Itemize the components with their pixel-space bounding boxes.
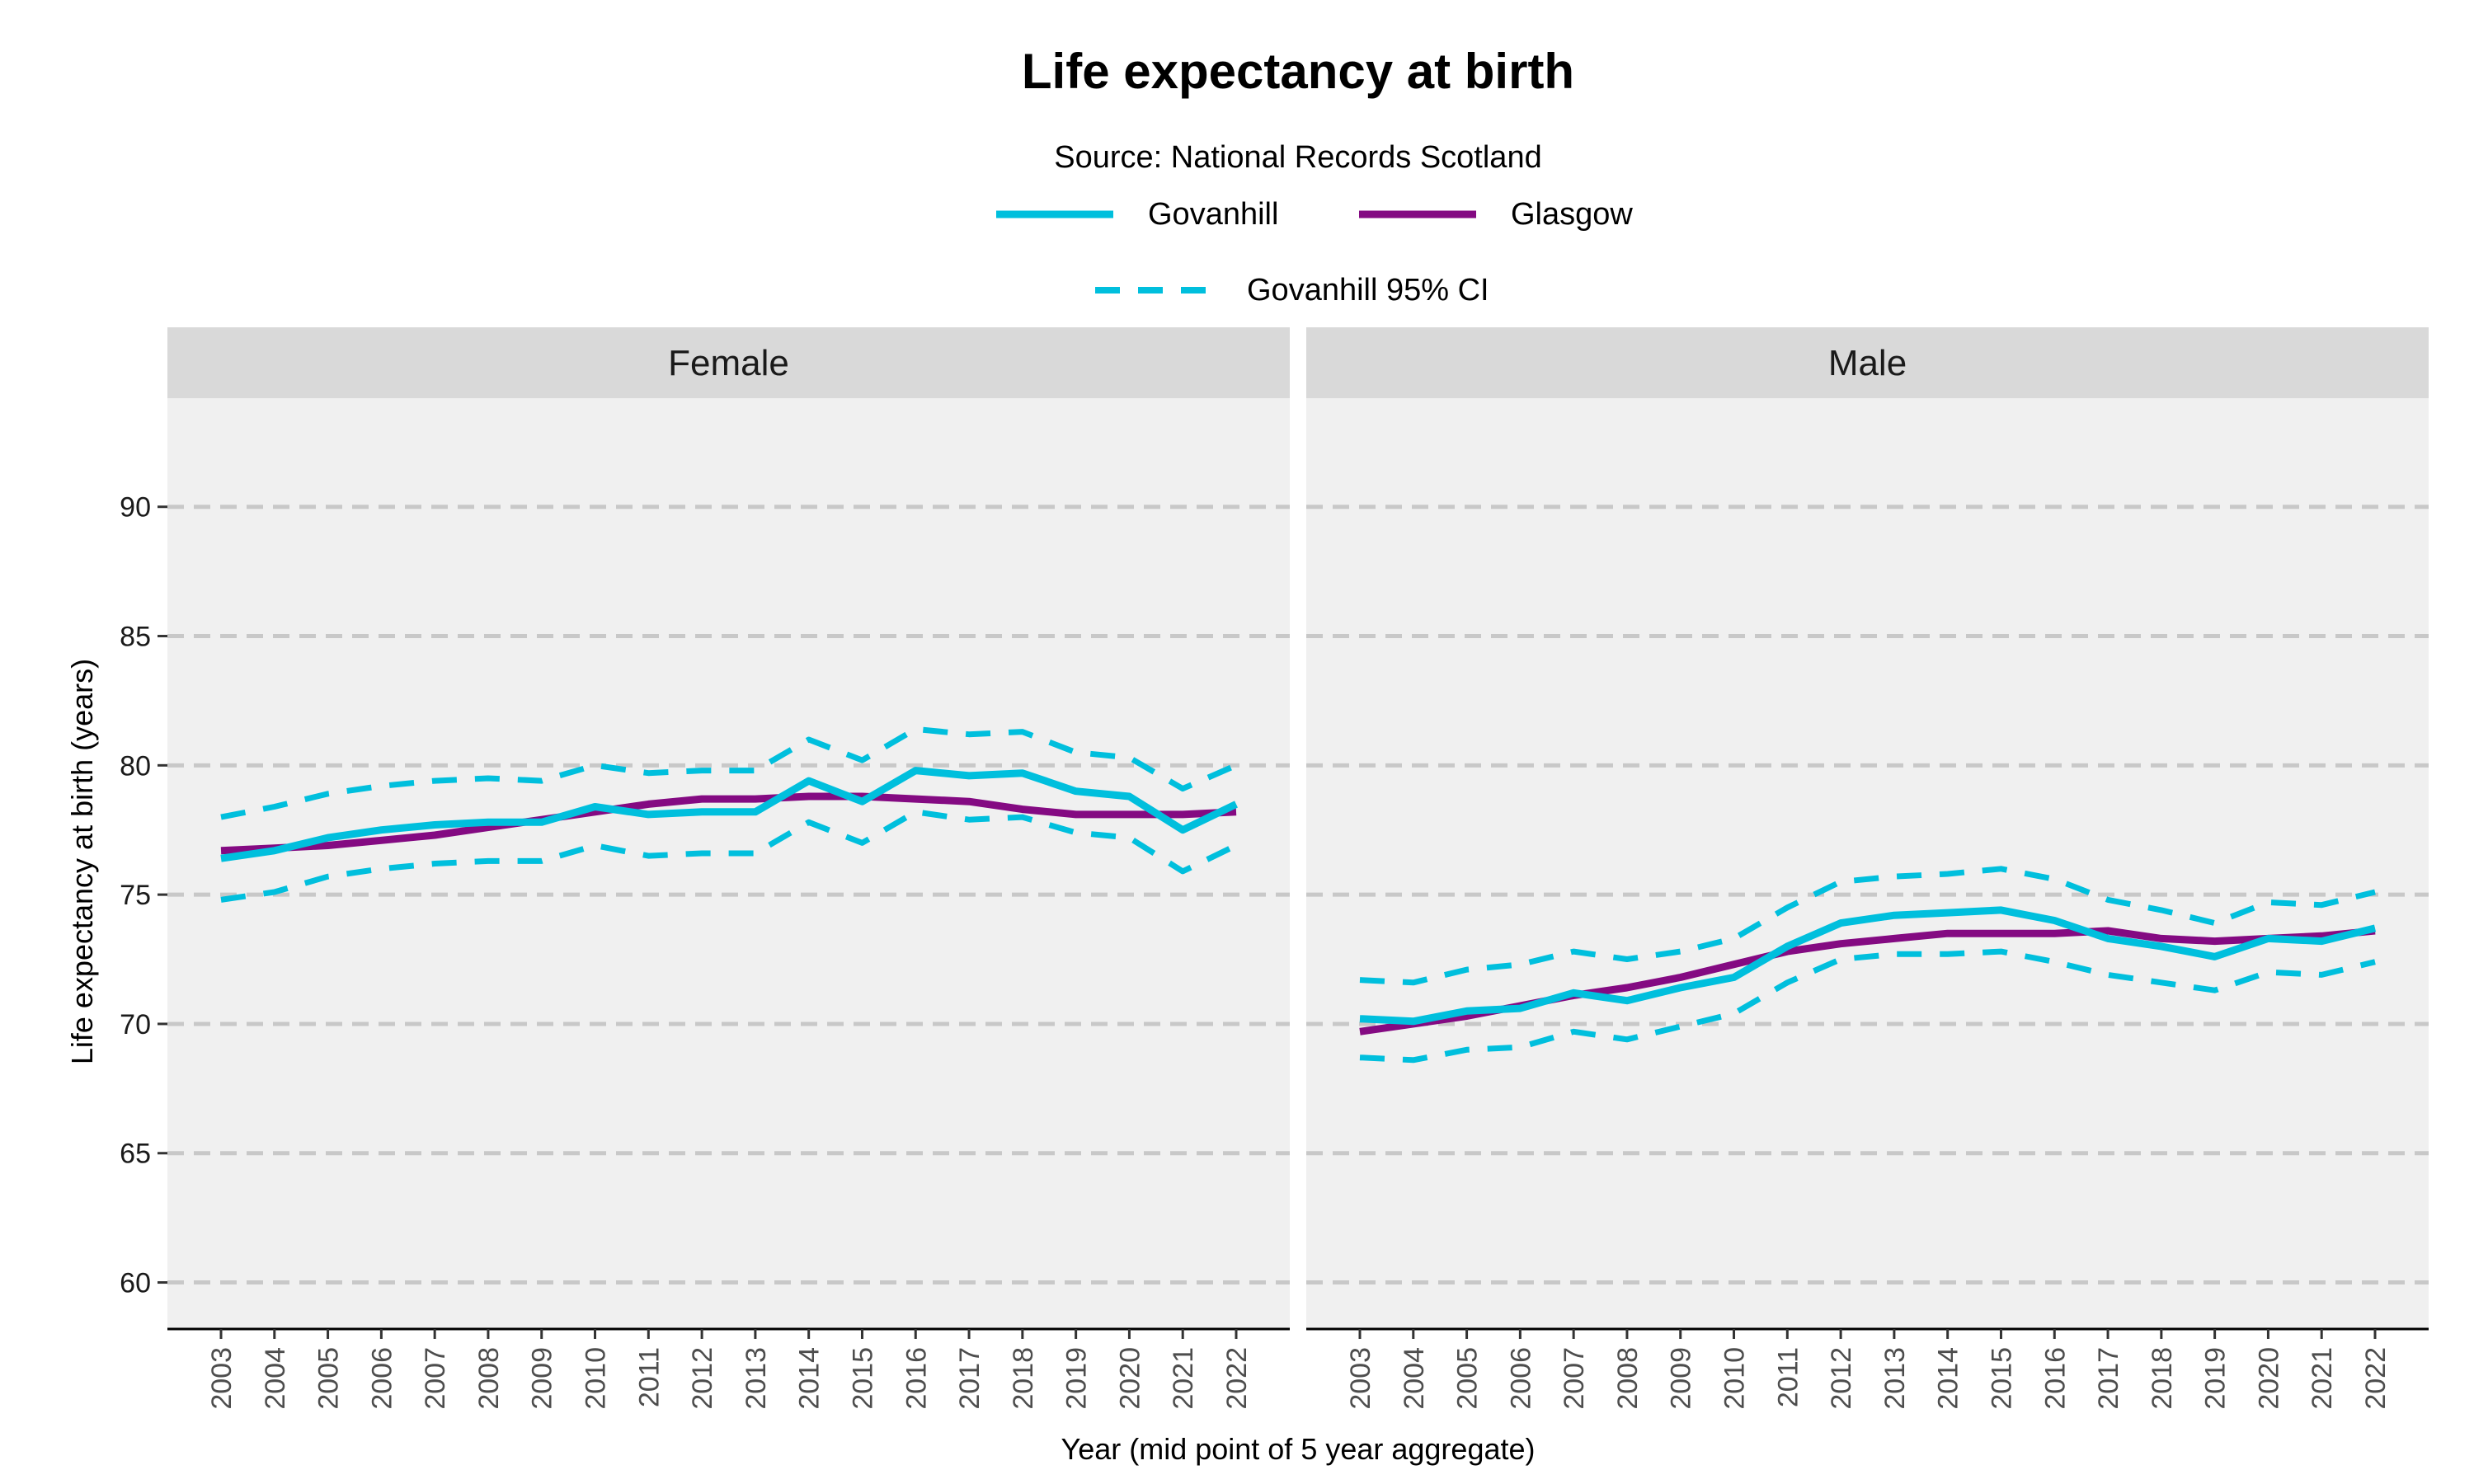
x-tick-label-male-2016: 2016 <box>2039 1347 2071 1410</box>
x-tick-label-female-2019: 2019 <box>1061 1347 1093 1410</box>
x-tick-label-female-2007: 2007 <box>420 1347 451 1410</box>
series-line-male-govanhill-95-ci-lower <box>1359 948 2376 1064</box>
x-tick-label-male-2006: 2006 <box>1505 1347 1536 1410</box>
x-tick-label-male-2009: 2009 <box>1666 1347 1697 1410</box>
x-tick-label-female-2017: 2017 <box>954 1347 985 1410</box>
x-tick-label-male-2008: 2008 <box>1612 1347 1644 1410</box>
x-tick-label-male-2010: 2010 <box>1719 1347 1751 1410</box>
panel-female: Female 2003 2004 2005 2006 2007 2008 2009 2010 20… <box>120 327 1290 1410</box>
x-tick-label-female-2009: 2009 <box>527 1347 558 1410</box>
y-tick-label-70: 70 <box>120 1009 151 1040</box>
x-tick-label-male-2013: 2013 <box>1879 1347 1911 1410</box>
legend-label-govanhill-ci: Govanhill 95% CI <box>1247 273 1489 308</box>
series-line-female-govanhill-95-ci-upper <box>220 726 1238 820</box>
panel-male: Male 2003 2004 2005 2006 2007 2008 2009 2010 2011… <box>1306 327 2429 1410</box>
series-line-male-govanhill <box>1359 906 2377 1026</box>
legend-label-glasgow: Glasgow <box>1511 197 1633 232</box>
x-tick-label-female-2004: 2004 <box>260 1347 291 1410</box>
y-tick-label-60: 60 <box>120 1268 151 1299</box>
y-tick-label-90: 90 <box>120 492 151 524</box>
x-tick-label-female-2013: 2013 <box>741 1347 772 1410</box>
y-tick-label-75: 75 <box>120 880 151 911</box>
x-tick-label-male-2011: 2011 <box>1772 1347 1804 1407</box>
x-tick-label-female-2020: 2020 <box>1114 1347 1145 1410</box>
x-tick-label-female-2010: 2010 <box>581 1347 612 1410</box>
x-tick-label-male-2014: 2014 <box>1933 1347 1964 1410</box>
series-line-male-govanhill-95-ci-upper <box>1359 866 2376 986</box>
x-tick-label-male-2021: 2021 <box>2307 1347 2338 1410</box>
series-line-female-glasgow <box>220 792 1237 855</box>
y-tick-label-65: 65 <box>120 1139 151 1170</box>
plot-background-female <box>167 398 1290 1329</box>
x-tick-label-male-2018: 2018 <box>2147 1347 2178 1410</box>
x-tick-label-male-2004: 2004 <box>1399 1347 1430 1410</box>
legend: Govanhill Glasgow Govanhill 95% CI <box>996 197 1633 308</box>
strip-male <box>1306 327 2429 398</box>
x-tick-label-female-2014: 2014 <box>794 1347 825 1410</box>
x-tick-label-male-2005: 2005 <box>1452 1347 1484 1410</box>
x-tick-label-female-2018: 2018 <box>1008 1347 1039 1410</box>
plot-background-male <box>1306 398 2429 1329</box>
x-tick-label-female-2003: 2003 <box>206 1347 238 1410</box>
x-axis-title: Year (mid point of 5 year aggregate) <box>1061 1432 1535 1466</box>
strip-label-female: Female <box>668 343 789 383</box>
x-tick-label-male-2017: 2017 <box>2093 1347 2124 1410</box>
x-tick-label-male-2022: 2022 <box>2360 1347 2392 1410</box>
x-tick-label-female-2005: 2005 <box>313 1347 345 1410</box>
legend-label-govanhill: Govanhill <box>1148 197 1278 232</box>
x-tick-label-male-2003: 2003 <box>1345 1347 1376 1410</box>
x-tick-label-female-2008: 2008 <box>473 1347 505 1410</box>
series-line-female-govanhill <box>220 767 1238 862</box>
x-tick-label-female-2021: 2021 <box>1168 1347 1199 1410</box>
x-tick-label-female-2015: 2015 <box>847 1347 878 1410</box>
x-tick-label-female-2006: 2006 <box>366 1347 397 1410</box>
x-tick-label-male-2020: 2020 <box>2253 1347 2284 1410</box>
strip-female <box>167 327 1290 398</box>
x-tick-label-male-2019: 2019 <box>2200 1347 2232 1410</box>
y-tick-label-85: 85 <box>120 622 151 653</box>
x-tick-label-male-2015: 2015 <box>1986 1347 2017 1410</box>
chart-subtitle: Source: National Records Scotland <box>1054 140 1541 175</box>
y-tick-label-80: 80 <box>120 750 151 782</box>
x-tick-label-male-2007: 2007 <box>1559 1347 1590 1410</box>
series-line-female-govanhill-95-ci-lower <box>220 809 1238 903</box>
x-tick-label-female-2022: 2022 <box>1221 1347 1253 1410</box>
x-tick-label-male-2012: 2012 <box>1826 1347 1857 1410</box>
strip-label-male: Male <box>1828 343 1907 383</box>
x-tick-label-female-2016: 2016 <box>901 1347 932 1410</box>
x-tick-label-female-2011: 2011 <box>633 1347 665 1407</box>
x-tick-label-female-2012: 2012 <box>687 1347 718 1410</box>
y-axis-title: Life expectancy at birth (years) <box>65 659 99 1064</box>
chart-title: Life expectancy at birth <box>1022 44 1574 99</box>
